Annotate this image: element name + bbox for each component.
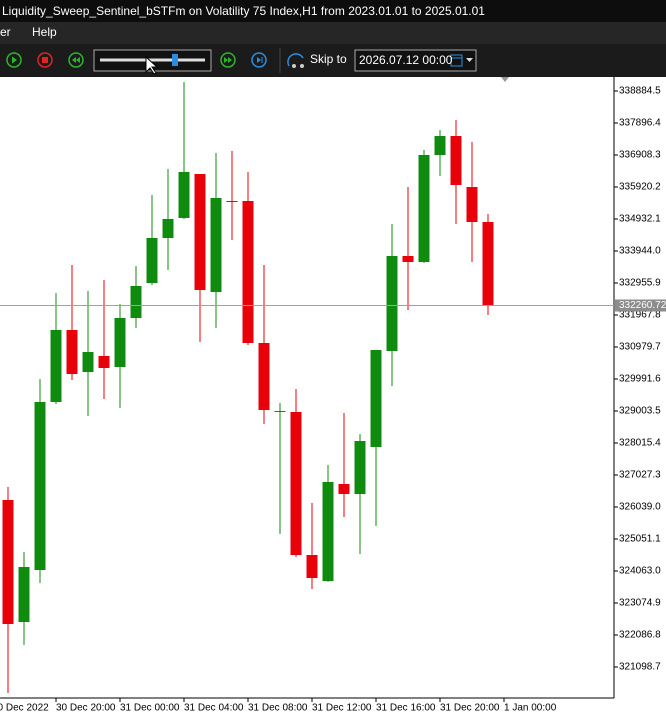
candle-body xyxy=(354,441,366,494)
step-button[interactable] xyxy=(251,52,267,68)
forward-button[interactable] xyxy=(220,52,236,68)
stop-button[interactable] xyxy=(37,52,53,68)
y-tick-label: 334932.1 xyxy=(619,214,661,225)
price-tag xyxy=(615,299,666,312)
candle-body xyxy=(50,329,62,403)
x-tick-label: 30 Dec 2022 xyxy=(0,703,49,714)
candle-body xyxy=(306,555,318,579)
date-input[interactable] xyxy=(354,49,477,72)
candle-body xyxy=(338,484,350,494)
x-tick-label: 31 Dec 00:00 xyxy=(120,703,180,714)
candle-body xyxy=(162,219,174,239)
candle-body xyxy=(450,136,462,185)
date-value: 2026.07.12 00:00 xyxy=(359,53,453,67)
candle-body xyxy=(82,352,94,373)
price-label: 332260.72 xyxy=(619,300,666,311)
plot xyxy=(2,82,494,694)
y-tick-label: 323074.9 xyxy=(619,598,661,609)
x-tick-label: 31 Dec 08:00 xyxy=(248,703,308,714)
candle-body xyxy=(34,402,46,571)
candle-body xyxy=(178,171,190,219)
candle-body xyxy=(402,256,414,262)
y-tick-label: 333944.0 xyxy=(619,246,661,257)
y-tick-label: 326039.0 xyxy=(619,502,661,513)
menu-bar xyxy=(0,22,666,44)
candle-body xyxy=(482,221,494,306)
title-bar xyxy=(0,0,666,22)
y-tick-label: 322086.8 xyxy=(619,630,661,641)
x-tick-label: 1 Jan 00:00 xyxy=(504,703,557,714)
candle-body xyxy=(18,567,30,623)
candle-body xyxy=(226,201,238,203)
y-tick-label: 329003.5 xyxy=(619,406,661,417)
shift-marker xyxy=(501,77,509,82)
y-tick-label: 335920.2 xyxy=(619,182,661,193)
menu-item[interactable]: Help xyxy=(32,25,57,39)
x-tick-label: 30 Dec 20:00 xyxy=(56,703,116,714)
chart-area xyxy=(0,77,666,714)
play-button[interactable] xyxy=(6,52,22,68)
y-tick-label: 330979.7 xyxy=(619,342,661,353)
x-tick-label: 31 Dec 20:00 xyxy=(440,703,500,714)
candle-body xyxy=(98,356,110,369)
candle-body xyxy=(66,329,78,375)
y-tick-label: 321098.7 xyxy=(619,662,661,673)
candle-body xyxy=(466,187,478,222)
y-tick-label: 338884.5 xyxy=(619,86,661,97)
candle-body xyxy=(322,482,334,582)
y-tick-label: 331967.8 xyxy=(619,310,661,321)
candle-body xyxy=(370,350,382,448)
candle-body xyxy=(114,318,126,367)
y-tick-label: 332955.9 xyxy=(619,278,661,289)
x-tick-label: 31 Dec 16:00 xyxy=(376,703,436,714)
x-tick-label: 31 Dec 12:00 xyxy=(312,703,372,714)
candle-body xyxy=(130,286,142,319)
candle-body xyxy=(290,411,302,556)
y-tick-label: 336908.3 xyxy=(619,150,661,161)
candle-body xyxy=(194,174,206,290)
candle-body xyxy=(210,197,222,293)
candle-body xyxy=(242,201,254,344)
candle-body xyxy=(258,343,270,411)
candle-body xyxy=(274,411,286,413)
y-tick-label: 324063.0 xyxy=(619,566,661,577)
rewind-button[interactable] xyxy=(68,52,84,68)
y-tick-label: 328015.4 xyxy=(619,438,661,449)
speed-slider[interactable] xyxy=(93,49,212,75)
window-title: Liquidity_Sweep_Sentinel_bSTFm on Volati… xyxy=(2,4,485,18)
x-tick-label: 31 Dec 04:00 xyxy=(184,703,244,714)
candle-body xyxy=(2,500,14,625)
candle-body xyxy=(418,155,430,262)
candle-body xyxy=(146,238,158,284)
y-tick-label: 327027.3 xyxy=(619,470,661,481)
candle-body xyxy=(386,256,398,352)
y-tick-label: 329991.6 xyxy=(619,374,661,385)
candle-body xyxy=(434,136,446,156)
skip-label: Skip to xyxy=(310,52,347,66)
menu-item[interactable]: er xyxy=(0,25,11,39)
y-tick-label: 337896.4 xyxy=(619,118,661,129)
skip-icon[interactable] xyxy=(287,53,304,68)
y-tick-label: 325051.1 xyxy=(619,534,661,545)
